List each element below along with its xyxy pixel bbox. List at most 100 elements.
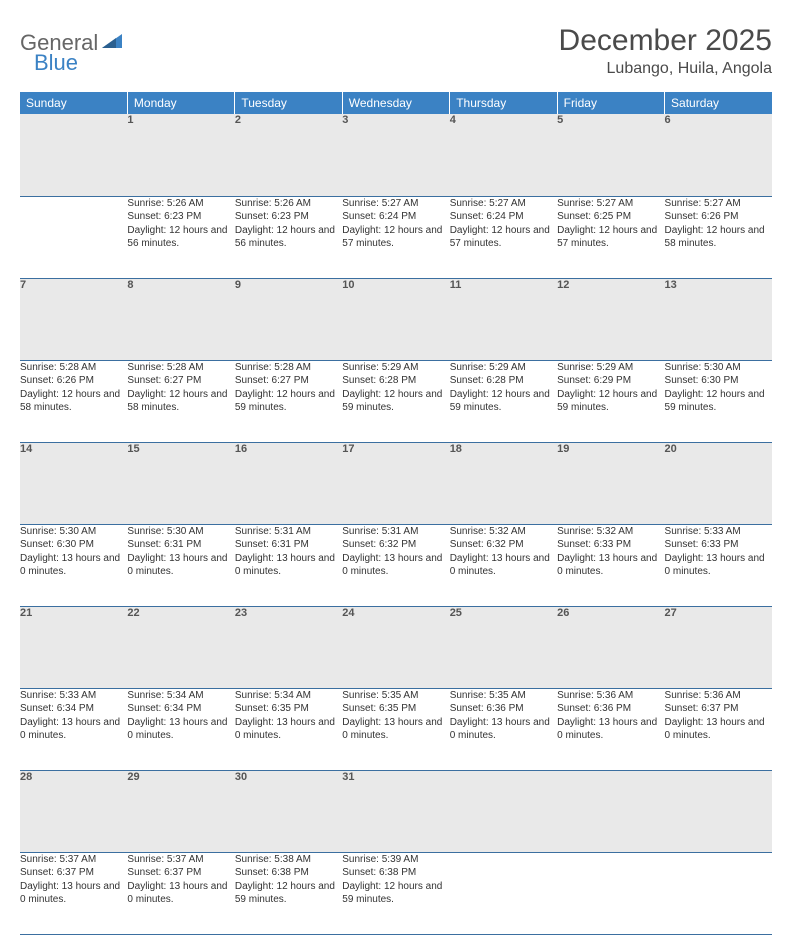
day-info-cell: Sunrise: 5:28 AMSunset: 6:27 PMDaylight:… bbox=[235, 360, 342, 442]
day-number-cell: 13 bbox=[665, 278, 772, 360]
day-number-cell: 5 bbox=[557, 114, 664, 196]
day-info-cell bbox=[665, 852, 772, 934]
day-number-cell bbox=[450, 770, 557, 852]
sunset-line: Sunset: 6:37 PM bbox=[127, 866, 234, 880]
sunset-line: Sunset: 6:26 PM bbox=[665, 210, 772, 224]
sunset-line: Sunset: 6:25 PM bbox=[557, 210, 664, 224]
day-info-cell: Sunrise: 5:32 AMSunset: 6:33 PMDaylight:… bbox=[557, 524, 664, 606]
day-number-cell: 28 bbox=[20, 770, 127, 852]
day-number-cell: 14 bbox=[20, 442, 127, 524]
sunrise-line: Sunrise: 5:29 AM bbox=[450, 361, 557, 375]
day-info-cell: Sunrise: 5:30 AMSunset: 6:31 PMDaylight:… bbox=[127, 524, 234, 606]
day-info-cell: Sunrise: 5:29 AMSunset: 6:28 PMDaylight:… bbox=[450, 360, 557, 442]
day-info-cell: Sunrise: 5:28 AMSunset: 6:27 PMDaylight:… bbox=[127, 360, 234, 442]
day-number-cell bbox=[665, 770, 772, 852]
sunset-line: Sunset: 6:31 PM bbox=[235, 538, 342, 552]
sunrise-line: Sunrise: 5:34 AM bbox=[235, 689, 342, 703]
sunrise-line: Sunrise: 5:27 AM bbox=[342, 197, 449, 211]
day-info-cell: Sunrise: 5:29 AMSunset: 6:28 PMDaylight:… bbox=[342, 360, 449, 442]
logo-text-blue: Blue bbox=[34, 50, 78, 75]
sunset-line: Sunset: 6:38 PM bbox=[342, 866, 449, 880]
sunset-line: Sunset: 6:29 PM bbox=[557, 374, 664, 388]
sunset-line: Sunset: 6:34 PM bbox=[20, 702, 127, 716]
day-info-cell: Sunrise: 5:36 AMSunset: 6:37 PMDaylight:… bbox=[665, 688, 772, 770]
weekday-header: Saturday bbox=[665, 92, 772, 114]
day-info-cell: Sunrise: 5:27 AMSunset: 6:24 PMDaylight:… bbox=[342, 196, 449, 278]
day-number-cell: 21 bbox=[20, 606, 127, 688]
daylight-line: Daylight: 12 hours and 58 minutes. bbox=[665, 224, 772, 251]
sunrise-line: Sunrise: 5:37 AM bbox=[127, 853, 234, 867]
day-number-cell: 20 bbox=[665, 442, 772, 524]
day-info-cell: Sunrise: 5:34 AMSunset: 6:34 PMDaylight:… bbox=[127, 688, 234, 770]
daylight-line: Daylight: 13 hours and 0 minutes. bbox=[557, 716, 664, 743]
logo-blue-wrapper: Blue bbox=[34, 50, 78, 76]
weekday-header: Wednesday bbox=[342, 92, 449, 114]
sunrise-line: Sunrise: 5:32 AM bbox=[557, 525, 664, 539]
location-text: Lubango, Huila, Angola bbox=[559, 60, 772, 78]
sunrise-line: Sunrise: 5:26 AM bbox=[127, 197, 234, 211]
daylight-line: Daylight: 13 hours and 0 minutes. bbox=[665, 716, 772, 743]
day-info-cell: Sunrise: 5:27 AMSunset: 6:25 PMDaylight:… bbox=[557, 196, 664, 278]
sunrise-line: Sunrise: 5:28 AM bbox=[127, 361, 234, 375]
sunrise-line: Sunrise: 5:29 AM bbox=[342, 361, 449, 375]
sunrise-line: Sunrise: 5:28 AM bbox=[235, 361, 342, 375]
day-info-cell: Sunrise: 5:31 AMSunset: 6:32 PMDaylight:… bbox=[342, 524, 449, 606]
day-info-cell: Sunrise: 5:31 AMSunset: 6:31 PMDaylight:… bbox=[235, 524, 342, 606]
page-header: General December 2025 Lubango, Huila, An… bbox=[20, 24, 772, 78]
weekday-header: Monday bbox=[127, 92, 234, 114]
day-number-cell: 24 bbox=[342, 606, 449, 688]
logo-triangle-icon bbox=[102, 32, 126, 55]
sunset-line: Sunset: 6:36 PM bbox=[450, 702, 557, 716]
day-number-cell: 27 bbox=[665, 606, 772, 688]
daylight-line: Daylight: 13 hours and 0 minutes. bbox=[342, 716, 449, 743]
sunset-line: Sunset: 6:24 PM bbox=[450, 210, 557, 224]
day-info-cell: Sunrise: 5:37 AMSunset: 6:37 PMDaylight:… bbox=[20, 852, 127, 934]
sunset-line: Sunset: 6:36 PM bbox=[557, 702, 664, 716]
daylight-line: Daylight: 12 hours and 56 minutes. bbox=[235, 224, 342, 251]
sunset-line: Sunset: 6:37 PM bbox=[20, 866, 127, 880]
daylight-line: Daylight: 13 hours and 0 minutes. bbox=[342, 552, 449, 579]
day-info-cell: Sunrise: 5:32 AMSunset: 6:32 PMDaylight:… bbox=[450, 524, 557, 606]
day-number-row: 21222324252627 bbox=[20, 606, 772, 688]
sunset-line: Sunset: 6:27 PM bbox=[127, 374, 234, 388]
daylight-line: Daylight: 13 hours and 0 minutes. bbox=[127, 552, 234, 579]
daylight-line: Daylight: 12 hours and 59 minutes. bbox=[235, 880, 342, 907]
sunset-line: Sunset: 6:28 PM bbox=[342, 374, 449, 388]
day-number-row: 78910111213 bbox=[20, 278, 772, 360]
day-number-row: 123456 bbox=[20, 114, 772, 196]
day-info-cell: Sunrise: 5:27 AMSunset: 6:26 PMDaylight:… bbox=[665, 196, 772, 278]
calendar-header-row: SundayMondayTuesdayWednesdayThursdayFrid… bbox=[20, 92, 772, 114]
day-info-cell: Sunrise: 5:33 AMSunset: 6:33 PMDaylight:… bbox=[665, 524, 772, 606]
day-number-cell: 25 bbox=[450, 606, 557, 688]
sunrise-line: Sunrise: 5:35 AM bbox=[450, 689, 557, 703]
day-number-cell: 19 bbox=[557, 442, 664, 524]
day-number-cell: 31 bbox=[342, 770, 449, 852]
day-number-cell: 1 bbox=[127, 114, 234, 196]
day-info-cell bbox=[20, 196, 127, 278]
day-info-row: Sunrise: 5:26 AMSunset: 6:23 PMDaylight:… bbox=[20, 196, 772, 278]
daylight-line: Daylight: 13 hours and 0 minutes. bbox=[450, 716, 557, 743]
day-number-cell: 12 bbox=[557, 278, 664, 360]
weekday-header: Tuesday bbox=[235, 92, 342, 114]
daylight-line: Daylight: 13 hours and 0 minutes. bbox=[127, 880, 234, 907]
day-number-cell: 15 bbox=[127, 442, 234, 524]
sunset-line: Sunset: 6:33 PM bbox=[665, 538, 772, 552]
day-number-cell: 18 bbox=[450, 442, 557, 524]
daylight-line: Daylight: 13 hours and 0 minutes. bbox=[235, 552, 342, 579]
day-info-row: Sunrise: 5:33 AMSunset: 6:34 PMDaylight:… bbox=[20, 688, 772, 770]
day-number-cell: 2 bbox=[235, 114, 342, 196]
sunrise-line: Sunrise: 5:30 AM bbox=[665, 361, 772, 375]
sunrise-line: Sunrise: 5:34 AM bbox=[127, 689, 234, 703]
day-info-cell: Sunrise: 5:35 AMSunset: 6:36 PMDaylight:… bbox=[450, 688, 557, 770]
daylight-line: Daylight: 13 hours and 0 minutes. bbox=[20, 552, 127, 579]
sunrise-line: Sunrise: 5:36 AM bbox=[557, 689, 664, 703]
sunrise-line: Sunrise: 5:27 AM bbox=[665, 197, 772, 211]
day-number-row: 28293031 bbox=[20, 770, 772, 852]
sunset-line: Sunset: 6:23 PM bbox=[127, 210, 234, 224]
day-info-cell bbox=[557, 852, 664, 934]
day-info-row: Sunrise: 5:37 AMSunset: 6:37 PMDaylight:… bbox=[20, 852, 772, 934]
sunrise-line: Sunrise: 5:27 AM bbox=[450, 197, 557, 211]
daylight-line: Daylight: 12 hours and 57 minutes. bbox=[557, 224, 664, 251]
daylight-line: Daylight: 12 hours and 59 minutes. bbox=[342, 388, 449, 415]
sunrise-line: Sunrise: 5:33 AM bbox=[665, 525, 772, 539]
